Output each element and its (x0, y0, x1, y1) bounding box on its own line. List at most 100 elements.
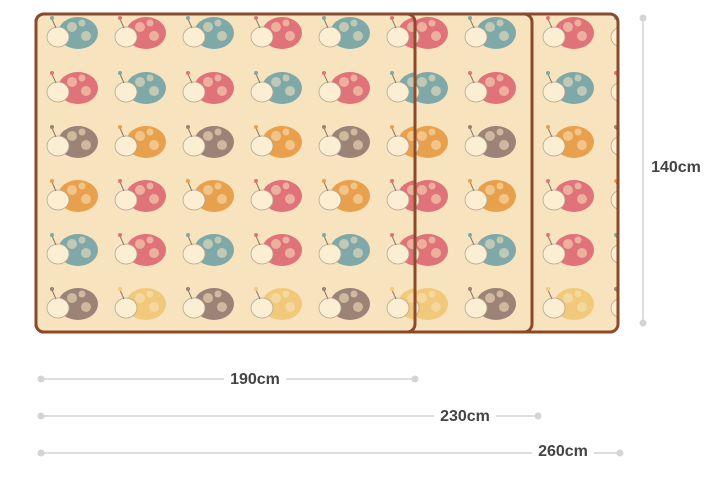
bug-antenna (323, 235, 329, 246)
mat-pattern (46, 16, 635, 320)
bug-spot (499, 302, 509, 312)
bug-spot (645, 302, 655, 312)
bug-spot (285, 86, 295, 96)
bug-spot (577, 140, 587, 150)
bug-spot (67, 77, 77, 87)
bug-antenna-tip (186, 125, 190, 129)
bug-spot (67, 293, 77, 303)
bug-spot (621, 77, 631, 87)
bug-spot (217, 194, 227, 204)
bug-antenna (187, 289, 193, 300)
bug-antenna (187, 127, 193, 138)
bug-spot (645, 248, 655, 258)
bug-antenna-tip (254, 71, 258, 75)
bug-spot (67, 185, 77, 195)
bug-antenna-tip (186, 179, 190, 183)
bug-spot (428, 182, 436, 190)
bug-spot (623, 291, 630, 298)
bug-antenna (51, 73, 57, 84)
bug-antenna (469, 181, 475, 192)
bug-antenna (469, 127, 475, 138)
bug-antenna (323, 289, 329, 300)
bug-spot (431, 194, 441, 204)
bug-antenna-tip (322, 287, 326, 291)
bug-head (464, 81, 488, 103)
bug-spot (146, 128, 154, 136)
bug-spot (217, 248, 227, 258)
bug-spot (633, 183, 640, 190)
bug-spot (285, 248, 295, 258)
bug-spot (282, 128, 290, 136)
bug-spot (625, 31, 635, 41)
bug-spot (135, 239, 145, 249)
bug-antenna-tip (546, 125, 550, 129)
ladybug (114, 125, 166, 158)
ladybug (182, 125, 234, 158)
bug-antenna (255, 289, 261, 300)
ladybug (114, 287, 166, 320)
bug-spot (146, 74, 154, 82)
bug-head (318, 189, 342, 211)
label-bg (224, 368, 286, 390)
bug-antenna (187, 18, 193, 29)
ladybug (250, 71, 302, 104)
bug-spot (203, 22, 213, 32)
bug-spot (577, 302, 587, 312)
bug-spot (621, 239, 631, 249)
bug-spot (631, 77, 641, 87)
bug-spot (485, 22, 495, 32)
bug-spot (217, 86, 227, 96)
bug-head (250, 189, 274, 211)
bug-head (464, 297, 488, 319)
bug-spot (431, 302, 441, 312)
bug-spot (499, 140, 509, 150)
bug-spot (625, 140, 635, 150)
bug-spot (350, 236, 358, 244)
bug-antenna (323, 181, 329, 192)
bug-antenna (469, 235, 475, 246)
bug-antenna (51, 127, 57, 138)
bug-spot (214, 128, 222, 136)
bug-spot (417, 293, 427, 303)
bug-spot (499, 248, 509, 258)
bug-spot (623, 20, 630, 27)
bug-spot (214, 236, 222, 244)
bug-spot (428, 236, 436, 244)
bug-spot (625, 302, 635, 312)
bug-spot (574, 236, 582, 244)
bug-spot (563, 239, 573, 249)
bug-spot (625, 86, 635, 96)
bug-head (610, 135, 618, 157)
bug-antenna-tip (468, 287, 472, 291)
bug-antenna (119, 181, 125, 192)
bug-spot (574, 128, 582, 136)
bug-spot (485, 131, 495, 141)
bug-antenna (187, 235, 193, 246)
ladybug (464, 233, 516, 266)
bug-head (46, 81, 70, 103)
ladybug (46, 233, 98, 266)
bug-spot (621, 22, 631, 32)
bug-spot (625, 248, 635, 258)
bug-head (46, 189, 70, 211)
bug-spot (271, 77, 281, 87)
bug-antenna (119, 235, 125, 246)
bug-antenna (469, 18, 475, 29)
bug-antenna (119, 73, 125, 84)
bug-antenna-tip (50, 71, 54, 75)
ladybug (250, 233, 302, 266)
bug-spot (149, 248, 159, 258)
bug-head (114, 189, 138, 211)
bug-spot (135, 293, 145, 303)
bug-head (386, 297, 410, 319)
bug-spot (431, 86, 441, 96)
bug-head (610, 26, 618, 48)
bug-antenna-tip (390, 179, 394, 183)
bug-shell (622, 72, 662, 104)
bug-antenna (51, 289, 57, 300)
bug-spot (428, 290, 436, 298)
bug-head (318, 297, 342, 319)
bug-spot (563, 131, 573, 141)
bug-spot (645, 86, 655, 96)
bug-antenna (547, 127, 553, 138)
